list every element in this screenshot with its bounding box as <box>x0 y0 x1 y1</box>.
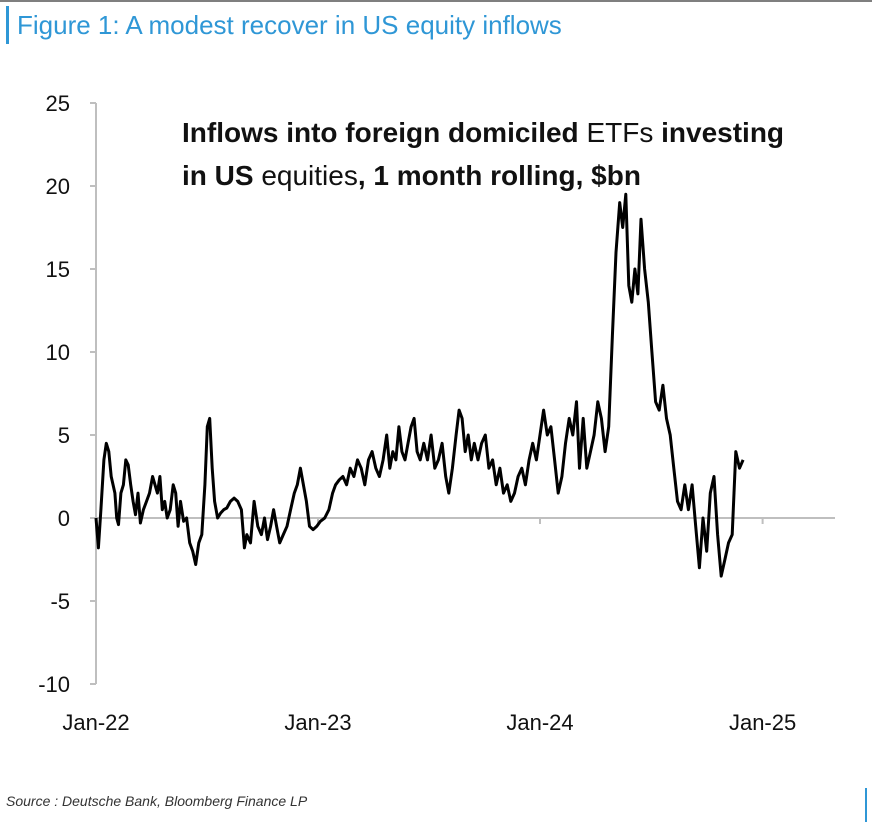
y-tick-label: 15 <box>46 257 70 282</box>
y-tick-label: 25 <box>46 91 70 116</box>
y-tick-label: 20 <box>46 174 70 199</box>
y-tick-label: 0 <box>58 506 70 531</box>
y-tick-label: -5 <box>50 589 70 614</box>
x-tick-label: Jan-22 <box>62 710 129 735</box>
source-note: Source : Deutsche Bank, Bloomberg Financ… <box>6 793 308 809</box>
corner-accent-mark <box>865 788 867 822</box>
y-tick-label: 10 <box>46 340 70 365</box>
x-tick-label: Jan-24 <box>506 710 573 735</box>
figure-title: Figure 1: A modest recover in US equity … <box>17 10 562 40</box>
annotation-segment: investing <box>653 117 784 148</box>
annotation-segment: equities <box>261 160 358 191</box>
annotation-segment: in US <box>182 160 261 191</box>
y-tick-label: 5 <box>58 423 70 448</box>
top-border <box>0 0 872 2</box>
annotation-segment: , 1 month rolling, $bn <box>358 160 641 191</box>
series-line <box>94 192 745 578</box>
figure-title-bar: Figure 1: A modest recover in US equity … <box>6 6 562 44</box>
chart: 25 20 15 10 5 0 -5 -10 Jan-22 Jan-23 Jan-24 Jan-25… <box>38 91 835 735</box>
y-ticks: 25 20 15 10 5 0 -5 -10 <box>38 91 96 697</box>
annotation-line-2: in US equities, 1 month rolling, $bn <box>182 160 641 191</box>
series-layer <box>94 192 745 578</box>
y-tick-label: -10 <box>38 672 70 697</box>
annotation-segment: ETFs <box>586 117 653 148</box>
annotation-segment: Inflows into foreign domiciled <box>182 117 586 148</box>
x-ticks: Jan-22 Jan-23 Jan-24 Jan-25 <box>62 518 796 735</box>
x-tick-label: Jan-25 <box>729 710 796 735</box>
x-tick-label: Jan-23 <box>284 710 351 735</box>
annotation-line-1: Inflows into foreign domiciled ETFs inve… <box>182 117 784 148</box>
